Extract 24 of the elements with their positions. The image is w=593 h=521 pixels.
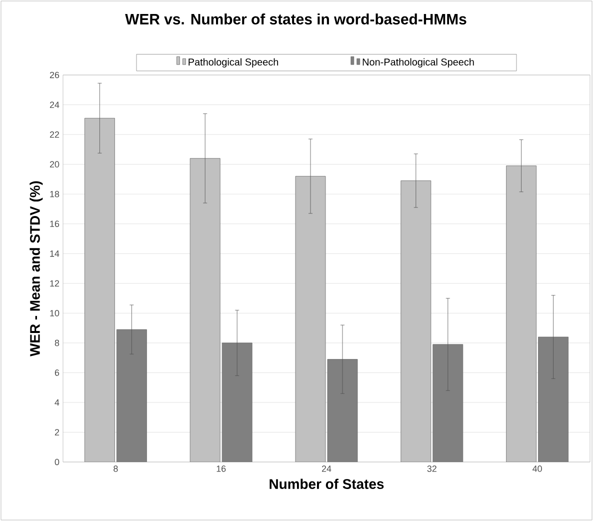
y-tick-label: 6 (54, 370, 60, 376)
y-tick-label: 22 (50, 131, 60, 138)
y-tick-label: 10 (50, 310, 60, 316)
legend-label: Pathological Speech (188, 58, 278, 68)
x-tick-label: 32 (427, 466, 436, 472)
y-tick-label: 18 (50, 190, 60, 198)
y-tick-label: 24 (50, 102, 60, 108)
y-tick-label: 8 (54, 340, 60, 346)
x-tick-label: 16 (216, 466, 226, 472)
x-tick-label: 40 (532, 466, 542, 472)
y-tick-label: 0 (54, 458, 60, 466)
y-tick-label: 26 (50, 72, 60, 78)
legend-label: Non-Pathological Speech (362, 58, 474, 68)
y-axis-title: WER - Mean and STDV (%) (30, 181, 43, 356)
y-tick-label: 4 (54, 399, 60, 406)
y-tick-label: 16 (50, 220, 60, 228)
chart-title: WER vs. Number of states in word-based-HMMs (125, 14, 466, 24)
x-tick-label: 8 (114, 466, 118, 472)
y-tick-label: 2 (54, 429, 60, 436)
y-tick-label: 20 (50, 161, 60, 168)
x-tick-label: 24 (322, 466, 332, 472)
y-tick-label: 14 (50, 250, 60, 257)
y-tick-label: 12 (50, 280, 60, 287)
x-axis-title: Number of States (270, 478, 384, 489)
